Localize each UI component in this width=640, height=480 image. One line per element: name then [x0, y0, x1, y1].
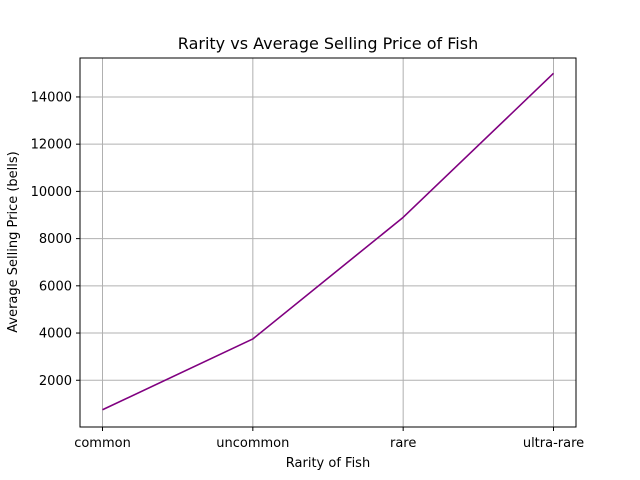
- x-tick-label: rare: [390, 436, 416, 451]
- y-tick-label: 6000: [39, 279, 72, 294]
- y-axis-label: Average Selling Price (bells): [6, 151, 21, 332]
- x-tick-label: common: [74, 436, 131, 451]
- y-tick-label: 14000: [31, 90, 72, 105]
- x-axis-label: Rarity of Fish: [286, 456, 370, 471]
- y-tick-label: 10000: [31, 185, 72, 200]
- y-tick-label: 2000: [39, 374, 72, 389]
- y-tick-label: 4000: [39, 327, 72, 342]
- tick-layer: common uncommon rare ultra-rare 2000 4000 6000…: [31, 90, 585, 451]
- x-tick-label: ultra-rare: [523, 436, 584, 451]
- x-tick-label: uncommon: [216, 436, 289, 451]
- chart-title: Rarity vs Average Selling Price of Fish: [178, 34, 478, 53]
- data-layer: [102, 72, 555, 411]
- plot-frame: [79, 57, 577, 428]
- y-tick-label: 8000: [39, 232, 72, 247]
- y-tick-label: 12000: [31, 138, 72, 153]
- series-line: [102, 72, 555, 411]
- grid-layer: [80, 58, 576, 427]
